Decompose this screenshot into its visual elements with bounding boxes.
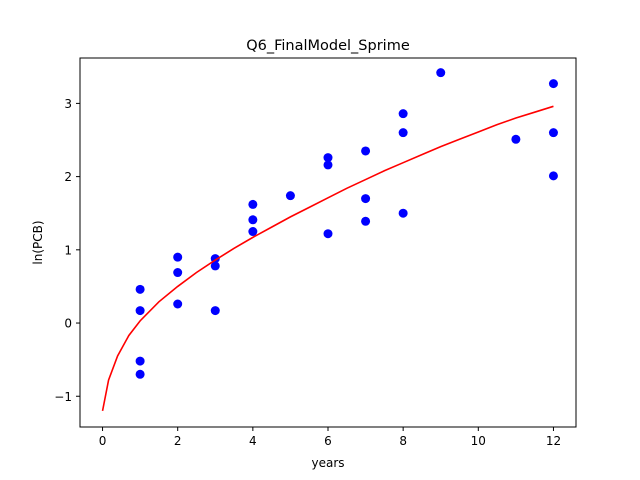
scatter-point-2: [135, 356, 145, 366]
y-tick-label: 0: [64, 317, 72, 331]
scatter-point-1: [135, 306, 145, 316]
scatter-point-27: [548, 171, 558, 181]
y-tick-label: 1: [64, 243, 72, 257]
chart-title: Q6_FinalModel_Sprime: [246, 38, 410, 54]
x-axis-label: years: [311, 456, 344, 470]
scatter-point-18: [361, 194, 371, 204]
scatter-point-13: [285, 191, 295, 201]
scatter-point-22: [398, 208, 408, 218]
y-tick-label: −1: [54, 390, 72, 404]
scatter-point-17: [361, 146, 371, 156]
scatter-point-26: [548, 128, 558, 138]
scatter-point-14: [323, 153, 333, 163]
y-axis: −1 0 1 2 3: [54, 97, 80, 404]
scatter-point-9: [210, 306, 220, 316]
scatter-point-12: [248, 227, 258, 237]
x-tick-label: 4: [249, 434, 257, 448]
x-tick-label: 2: [174, 434, 182, 448]
scatter-point-19: [361, 216, 371, 226]
scatter-point-20: [398, 109, 408, 119]
scatter-point-24: [511, 134, 521, 144]
scatter-point-6: [173, 299, 183, 309]
scatter-point-0: [135, 284, 145, 294]
scatter-point-4: [173, 252, 183, 262]
scatter-point-8: [210, 261, 220, 271]
x-tick-label: 8: [399, 434, 407, 448]
x-tick-label: 10: [471, 434, 486, 448]
y-tick-label: 2: [64, 170, 72, 184]
scatter-point-5: [173, 268, 183, 278]
scatter-point-23: [436, 68, 446, 78]
y-tick-label: 3: [64, 97, 72, 111]
scatter-point-15: [323, 160, 333, 170]
x-tick-label: 6: [324, 434, 332, 448]
scatter-point-21: [398, 128, 408, 138]
fit-curve-line: [101, 105, 554, 412]
scatter-point-10: [248, 199, 258, 209]
x-axis: 0 2 4 6 8 10 12: [99, 427, 561, 448]
x-tick-label: 0: [99, 434, 107, 448]
plot-area: [101, 68, 558, 412]
scatter-point-25: [548, 79, 558, 89]
y-axis-label: ln(PCB): [31, 220, 45, 264]
scatter-point-16: [323, 229, 333, 239]
x-tick-label: 12: [546, 434, 561, 448]
scatter-point-3: [135, 369, 145, 379]
scatter-point-11: [248, 215, 258, 225]
